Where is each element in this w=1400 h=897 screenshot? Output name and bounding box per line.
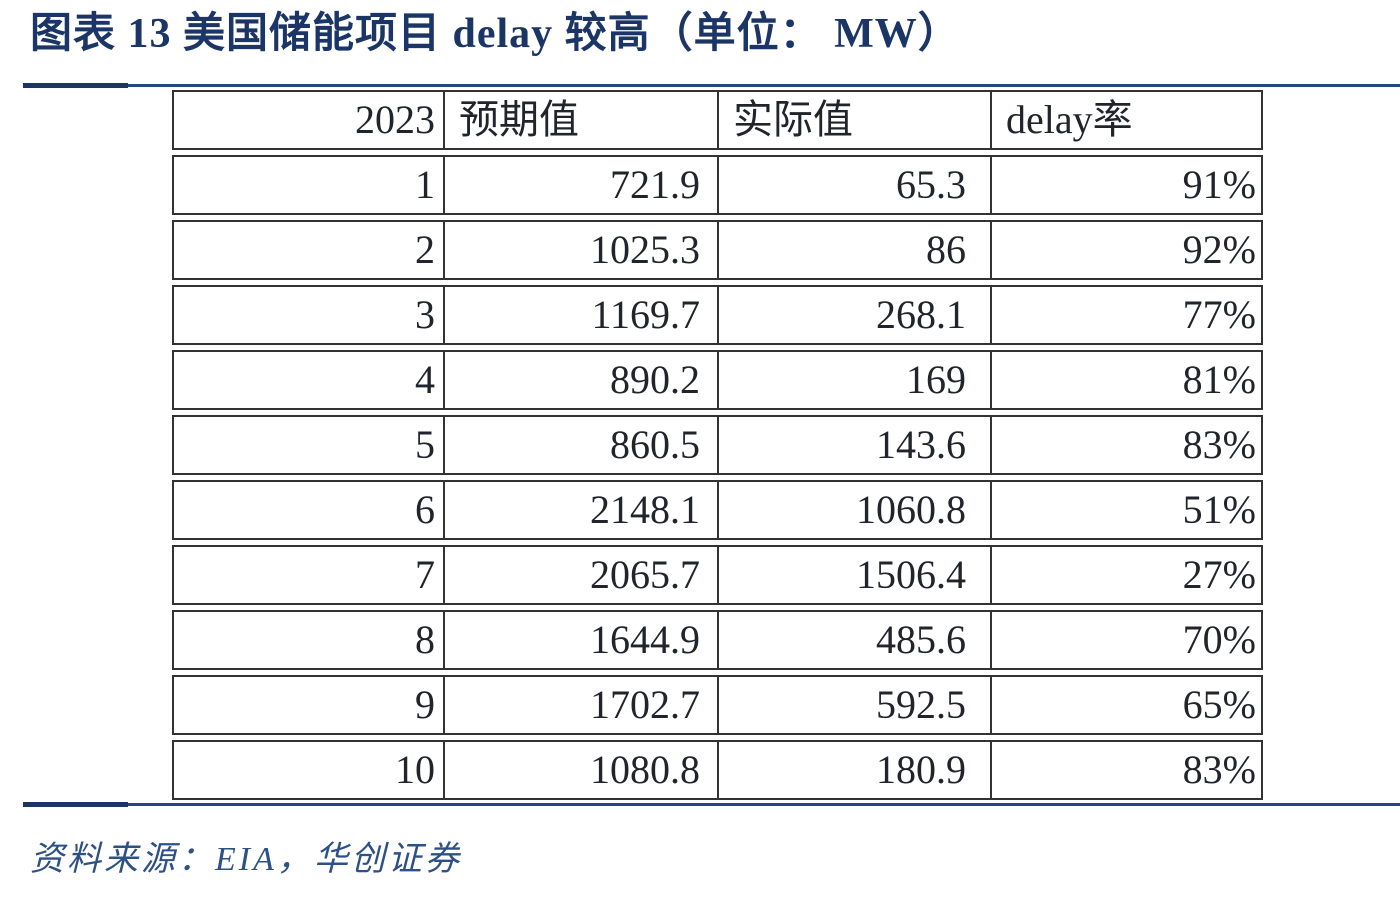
cell-actual-value: 592.5	[717, 677, 990, 733]
cell-actual-value: 1060.8	[717, 482, 990, 538]
cell-delay-rate: 83%	[990, 417, 1261, 473]
cell-month: 9	[415, 682, 435, 727]
cell-month: 3	[415, 292, 435, 337]
cell-expected-value: 2065.7	[443, 547, 717, 603]
table-row: 9 1702.7 592.5 65%	[172, 675, 1263, 735]
bottom-divider-line	[23, 803, 1400, 806]
cell-expected-value: 1169.7	[443, 287, 717, 343]
col-header-actual: 实际值	[717, 92, 990, 148]
cell-month: 1	[415, 162, 435, 207]
cell-month: 2	[415, 227, 435, 272]
cell-expected-value: 890.2	[443, 352, 717, 408]
table-row: 8 1644.9 485.6 70%	[172, 610, 1263, 670]
table-header-row: 2023 预期值 实际值 delay率	[172, 90, 1263, 150]
table-row: 7 2065.7 1506.4 27%	[172, 545, 1263, 605]
bottom-divider-cap	[23, 802, 128, 807]
table-row: 1 721.9 65.3 91%	[172, 155, 1263, 215]
cell-actual-value: 485.6	[717, 612, 990, 668]
source-note: 资料来源：EIA，华创证券	[30, 841, 462, 878]
cell-expected-value: 1702.7	[443, 677, 717, 733]
cell-delay-rate: 70%	[990, 612, 1261, 668]
report-figure: 图表 13 美国储能项目 delay 较高（单位： MW） 2023 预期值 实…	[0, 8, 1400, 882]
col-header-delay: delay率	[990, 92, 1261, 148]
cell-expected-value: 2148.1	[443, 482, 717, 538]
cell-expected-value: 721.9	[443, 157, 717, 213]
table-row: 2 1025.3 86 92%	[172, 220, 1263, 280]
cell-delay-rate: 27%	[990, 547, 1261, 603]
cell-delay-rate: 81%	[990, 352, 1261, 408]
cell-actual-value: 143.6	[717, 417, 990, 473]
cell-actual-value: 169	[717, 352, 990, 408]
top-divider-cap	[23, 83, 128, 88]
cell-month: 10	[395, 747, 435, 792]
cell-delay-rate: 83%	[990, 742, 1261, 798]
cell-actual-value: 180.9	[717, 742, 990, 798]
cell-month: 7	[415, 552, 435, 597]
table-body: 1 721.9 65.3 91% 2 1025.3 86 92% 3 1169.7 268.1 77%…	[172, 155, 1263, 800]
cell-delay-rate: 92%	[990, 222, 1261, 278]
table-row: 3 1169.7 268.1 77%	[172, 285, 1263, 345]
cell-delay-rate: 91%	[990, 157, 1261, 213]
col-header-year: 2023	[355, 97, 435, 142]
cell-delay-rate: 51%	[990, 482, 1261, 538]
cell-month: 8	[415, 617, 435, 662]
cell-delay-rate: 77%	[990, 287, 1261, 343]
table-row: 4 890.2 169 81%	[172, 350, 1263, 410]
table-row: 10 1080.8 180.9 83%	[172, 740, 1263, 800]
cell-actual-value: 86	[717, 222, 990, 278]
data-table: 2023 预期值 实际值 delay率 1 721.9 65.3 91% 2 1025.3…	[172, 90, 1263, 800]
table-row: 5 860.5 143.6 83%	[172, 415, 1263, 475]
cell-month: 6	[415, 487, 435, 532]
cell-month: 5	[415, 422, 435, 467]
cell-month: 4	[415, 357, 435, 402]
cell-actual-value: 268.1	[717, 287, 990, 343]
bottom-divider	[23, 801, 1400, 808]
cell-expected-value: 1080.8	[443, 742, 717, 798]
cell-actual-value: 65.3	[717, 157, 990, 213]
table-row: 6 2148.1 1060.8 51%	[172, 480, 1263, 540]
top-divider	[23, 82, 1400, 89]
cell-expected-value: 1644.9	[443, 612, 717, 668]
top-divider-line	[23, 84, 1400, 87]
cell-expected-value: 860.5	[443, 417, 717, 473]
cell-delay-rate: 65%	[990, 677, 1261, 733]
cell-actual-value: 1506.4	[717, 547, 990, 603]
col-header-expected: 预期值	[443, 92, 717, 148]
figure-title: 图表 13 美国储能项目 delay 较高（单位： MW）	[30, 11, 961, 57]
cell-expected-value: 1025.3	[443, 222, 717, 278]
